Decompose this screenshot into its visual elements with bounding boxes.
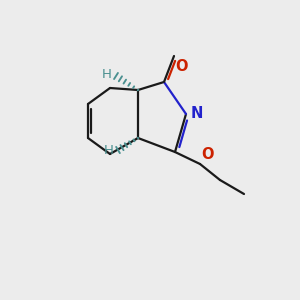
Text: O: O bbox=[201, 147, 214, 162]
Text: H: H bbox=[104, 145, 114, 158]
Text: N: N bbox=[191, 106, 203, 121]
Text: H: H bbox=[102, 68, 112, 82]
Text: O: O bbox=[175, 59, 188, 74]
